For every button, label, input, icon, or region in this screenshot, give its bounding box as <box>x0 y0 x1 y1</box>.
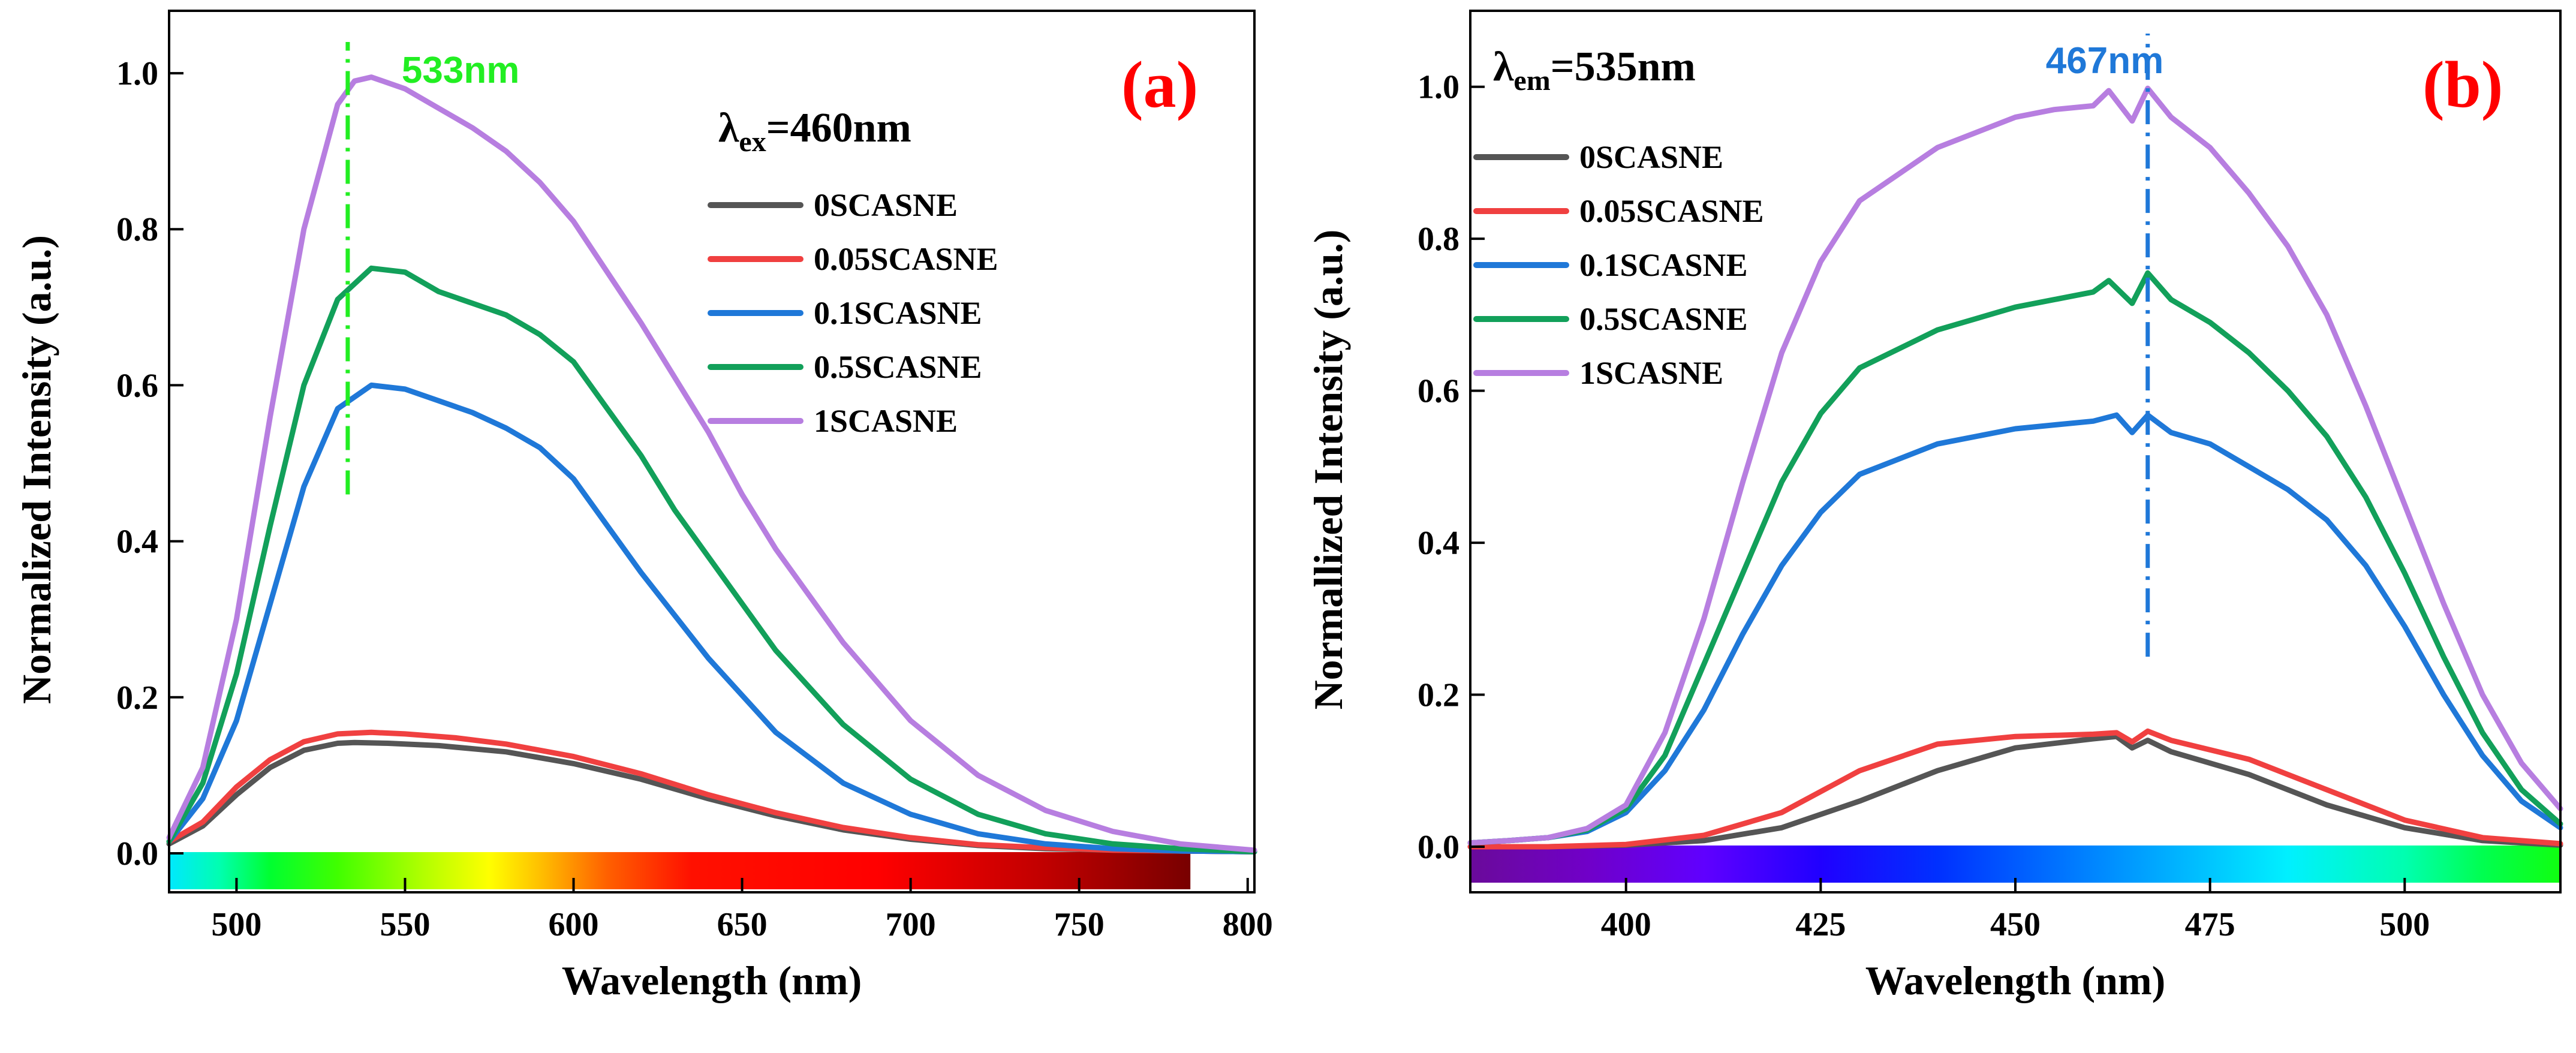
panel-b-peak-label: 467nm <box>2046 40 2163 82</box>
panel-b-chart: 400 425 450 475 500 0.0 0.2 0.4 0.6 0.8 1.0 Normal… <box>1305 10 2563 1003</box>
y-tick-label: 0.2 <box>1418 677 1459 714</box>
series-line-1SCASNE <box>166 74 1257 853</box>
y-tick-label: 0.2 <box>116 679 158 717</box>
series-line-0_5SCASNE <box>166 265 1257 855</box>
panel-b-x-axis-label: Wavelength (nm) <box>1865 958 2166 1003</box>
legend-label: 0.5SCASNE <box>814 349 982 385</box>
x-tick-label: 475 <box>2185 906 2235 943</box>
x-tick-label: 425 <box>1795 906 1846 943</box>
series-line-0SCASNE <box>1467 733 2563 850</box>
y-tick-label: 1.0 <box>116 55 158 92</box>
legend-label: 0SCASNE <box>814 187 958 223</box>
x-tick-label: 600 <box>549 906 599 943</box>
x-tick-label: 750 <box>1054 906 1105 943</box>
y-tick-label: 0.0 <box>1418 829 1459 866</box>
panel-a-x-axis-label: Wavelength (nm) <box>562 958 862 1003</box>
legend-label: 0.1SCASNE <box>814 295 982 331</box>
series-line-0_1SCASNE <box>166 382 1257 855</box>
y-tick-label: 0.8 <box>116 211 158 248</box>
panel-a-legend: 0SCASNE 0.05SCASNE 0.1SCASNE 0.5SCASNE 1SCAS… <box>708 187 998 439</box>
legend-label: 0.5SCASNE <box>1579 301 1748 337</box>
panel-a-label: (a) <box>1121 48 1198 121</box>
panel-b-emission-label: λem=535nm <box>1493 44 1696 97</box>
series-line-0_05SCASNE <box>1467 728 2563 850</box>
legend-label: 0.05SCASNE <box>1579 193 1764 229</box>
y-tick-label: 0.0 <box>116 835 158 873</box>
legend-label: 0SCASNE <box>1579 139 1723 175</box>
panel-a-y-axis-label: Normalized Intensity (a.u.) <box>14 235 59 704</box>
x-tick-label: 700 <box>886 906 936 943</box>
panel-b-axis-ticks: 400 425 450 475 500 0.0 0.2 0.4 0.6 0.8 1.0 <box>1418 69 2430 943</box>
legend-label: 1SCASNE <box>814 403 958 439</box>
panel-b-label: (b) <box>2422 48 2503 121</box>
lambda-symbol: λ <box>718 105 739 151</box>
series-line-0_05SCASNE <box>166 729 1257 855</box>
y-tick-label: 0.4 <box>1418 525 1459 562</box>
excitation-subscript: ex <box>739 126 766 158</box>
panel-a-series-lines <box>166 74 1257 855</box>
panel-b-legend: 0SCASNE 0.05SCASNE 0.1SCASNE 0.5SCASNE 1SCAS… <box>1473 139 1764 391</box>
legend-label: 0.05SCASNE <box>814 241 998 277</box>
series-line-0_1SCASNE <box>1467 412 2563 846</box>
panel-a-peak-label: 533nm <box>402 50 519 91</box>
legend-label: 0.1SCASNE <box>1579 247 1748 283</box>
panel-b-series-lines <box>1467 85 2563 850</box>
x-tick-label: 550 <box>380 906 430 943</box>
series-line-0_5SCASNE <box>1467 270 2563 846</box>
y-tick-label: 0.6 <box>1418 373 1459 410</box>
panel-a-color-spectrum-bar <box>169 852 1191 889</box>
x-tick-label: 400 <box>1601 906 1651 943</box>
x-tick-label: 500 <box>211 906 261 943</box>
y-tick-label: 0.4 <box>116 524 158 561</box>
legend-label: 1SCASNE <box>1579 355 1723 391</box>
x-tick-label: 650 <box>717 906 768 943</box>
panel-a-excitation-label: λex=460nm <box>718 105 911 158</box>
emission-value: =535nm <box>1551 44 1696 90</box>
lambda-symbol: λ <box>1493 44 1514 90</box>
y-tick-label: 1.0 <box>1418 69 1459 106</box>
x-tick-label: 800 <box>1223 906 1273 943</box>
x-tick-label: 450 <box>1990 906 2041 943</box>
panel-b-color-spectrum-bar <box>1470 845 2560 883</box>
y-tick-label: 0.6 <box>116 367 158 404</box>
y-tick-label: 0.8 <box>1418 221 1459 258</box>
x-tick-label: 500 <box>2379 906 2430 943</box>
panel-a-axis-ticks: 500 550 600 650 700 750 800 0.0 0.2 0.4 0.6 0.8 1.0 <box>116 55 1273 943</box>
series-line-1SCASNE <box>1467 85 2563 846</box>
emission-subscript: em <box>1513 65 1550 97</box>
excitation-value: =460nm <box>766 105 911 151</box>
panel-b-y-axis-label: Normallized Intensity (a.u.) <box>1305 230 1351 710</box>
panel-a-chart: 500 550 600 650 700 750 8000.00.20.40.60.81.0 … <box>14 10 1273 1003</box>
panel-a-plot-frame <box>168 10 1256 893</box>
